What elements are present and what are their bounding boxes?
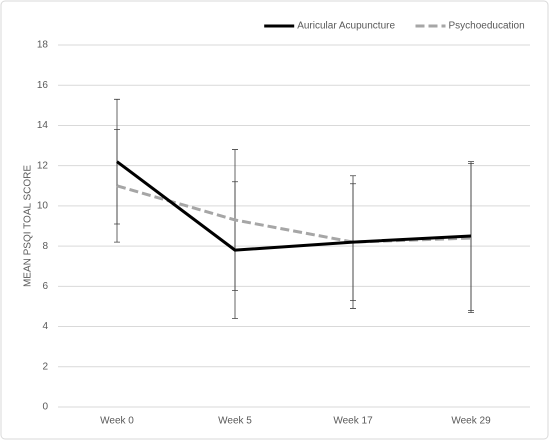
y-tick-label: 8 xyxy=(42,241,48,252)
legend-label: Psychoeducation xyxy=(449,21,525,32)
y-tick-label: 6 xyxy=(42,281,48,292)
y-tick-label: 12 xyxy=(37,160,49,171)
series-line xyxy=(116,160,472,252)
y-tick-label: 14 xyxy=(37,120,49,131)
error-bar xyxy=(468,163,474,313)
x-tick-label: Week 5 xyxy=(218,416,252,427)
y-tick-label: 18 xyxy=(37,40,49,51)
y-tick-label: 2 xyxy=(42,361,48,372)
x-tick-label: Week 29 xyxy=(451,416,491,427)
y-tick-label: 4 xyxy=(42,321,48,332)
y-tick-label: 10 xyxy=(37,201,49,212)
x-tick-label: Week 0 xyxy=(100,416,134,427)
y-tick-label: 16 xyxy=(37,80,49,91)
x-tick-label: Week 17 xyxy=(333,416,373,427)
y-tick-label: 0 xyxy=(42,402,48,413)
legend-label: Auricular Acupuncture xyxy=(297,21,395,32)
y-axis-label: MEAN PSQI TOAL SCORE xyxy=(23,165,34,287)
